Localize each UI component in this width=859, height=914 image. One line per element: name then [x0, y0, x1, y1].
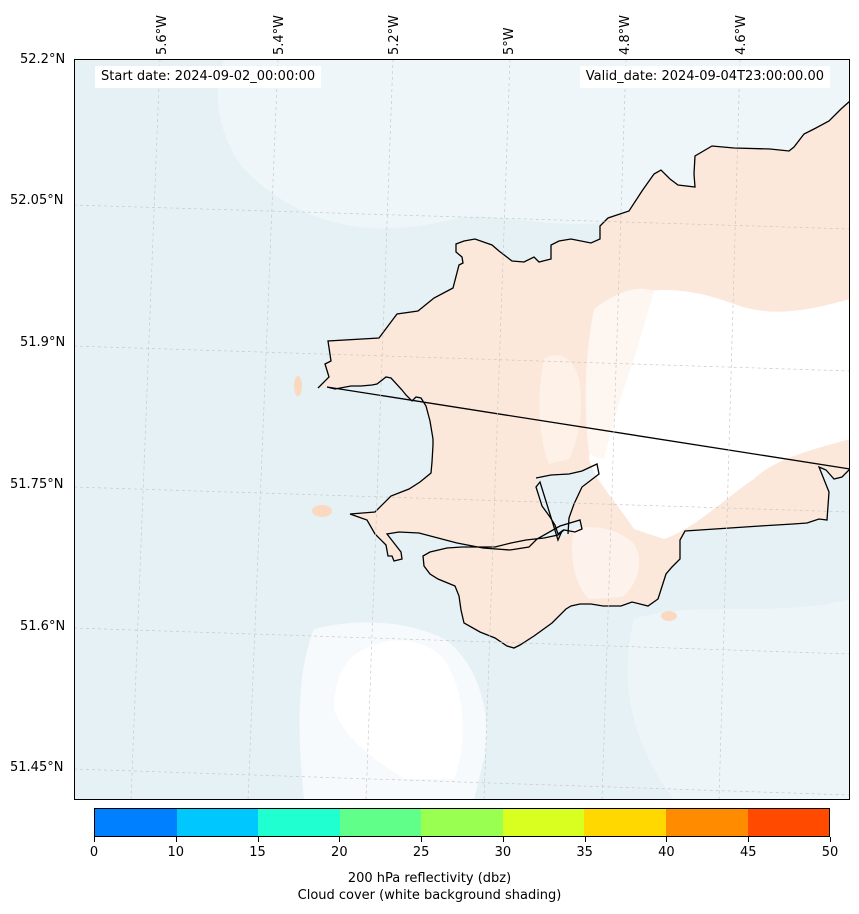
- colorbar-segment: [584, 809, 666, 836]
- coastline-south: [326, 376, 850, 649]
- cloud-shading-sea-se: [627, 599, 850, 800]
- island-patch-skomer: [294, 376, 302, 396]
- cloud-shading-land-east-edge: [585, 288, 654, 459]
- colorbar-tick-label: 45: [739, 845, 757, 860]
- colorbar-tick-label: 30: [494, 845, 512, 860]
- map-border: [74, 59, 850, 800]
- lon-label-5-4: 5.4°W: [272, 14, 287, 55]
- colorbar-tick-label: 35: [576, 845, 593, 860]
- colorbar-tick-label: 20: [331, 845, 348, 860]
- colorbar-segment: [95, 809, 177, 836]
- colorbar-tick: [502, 837, 504, 842]
- colorbar-tick-label: 50: [821, 845, 839, 860]
- colorbar-tick-label: 40: [658, 845, 675, 860]
- cloud-shading-land-south: [572, 527, 640, 599]
- colorbar: [94, 808, 830, 837]
- colorbar-tick: [830, 837, 831, 842]
- map-plot: [74, 59, 850, 800]
- lat-label-51-75: 51.75°N: [10, 477, 64, 492]
- inlet-water: [536, 464, 599, 540]
- lon-label-4-8: 4.8°W: [618, 14, 633, 55]
- colorbar-tick: [748, 837, 750, 842]
- colorbar-segment: [258, 809, 340, 836]
- lat-label-52-05: 52.05°N: [10, 193, 64, 208]
- coastline: [317, 100, 850, 389]
- lon-label-5-2: 5.2°W: [387, 14, 402, 55]
- island-patch-caldey: [661, 611, 677, 621]
- graticule: [74, 59, 850, 800]
- colorbar-segment: [176, 809, 259, 836]
- colorbar-tick: [257, 837, 259, 842]
- coastline-inlet: [535, 463, 600, 542]
- lat-label-52-2: 52.2°N: [20, 52, 66, 67]
- colorbar-tick: [666, 837, 668, 842]
- start-date-label: Start date: 2024-09-02_00:00:00: [95, 66, 322, 88]
- colorbar-tick: [175, 837, 177, 842]
- island-patch-small: [312, 505, 332, 517]
- lat-label-51-9: 51.9°N: [20, 335, 66, 350]
- lon-label-4-6: 4.6°W: [734, 14, 749, 55]
- colorbar-tick: [339, 837, 341, 842]
- colorbar-tick-label: 25: [412, 845, 430, 860]
- colorbar-label-cloud: Cloud cover (white background shading): [297, 888, 562, 903]
- cloud-shading-white-south: [334, 640, 463, 779]
- valid-date-label: Valid_date: 2024-09-04T23:00:00.00: [579, 66, 830, 88]
- lat-label-51-6: 51.6°N: [20, 619, 66, 634]
- colorbar-segment: [502, 809, 585, 836]
- colorbar-tick: [94, 837, 95, 842]
- cloud-shading-land-east: [589, 289, 850, 539]
- colorbar-tick-label: 10: [167, 845, 185, 860]
- lat-label-51-45: 51.45°N: [10, 760, 64, 775]
- lon-label-5-6: 5.6°W: [155, 14, 170, 55]
- colorbar-tick: [421, 837, 423, 842]
- colorbar-tick-label: 0: [89, 845, 99, 860]
- colorbar-label-reflectivity: 200 hPa reflectivity (dbz): [347, 871, 512, 886]
- land-area: [318, 101, 850, 648]
- lon-label-5: 5°W: [502, 27, 517, 55]
- colorbar-segment: [339, 809, 422, 836]
- cloud-shading-land-mid: [539, 355, 581, 464]
- colorbar-tick-label: 15: [249, 845, 266, 860]
- colorbar-tick: [584, 837, 586, 842]
- colorbar-segment: [421, 809, 503, 836]
- colorbar-segment: [665, 809, 748, 836]
- colorbar-segment: [747, 809, 830, 836]
